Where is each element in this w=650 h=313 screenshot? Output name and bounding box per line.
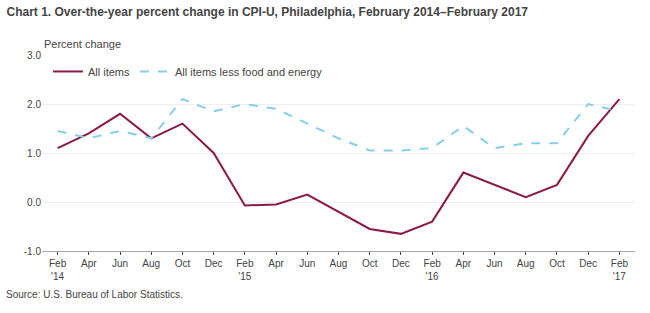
svg-text:Percent change: Percent change: [44, 38, 121, 50]
svg-text:-1.0: -1.0: [24, 246, 42, 257]
svg-text:Apr: Apr: [81, 258, 97, 269]
svg-text:Jun: Jun: [486, 258, 502, 269]
svg-text:Feb'17: Feb'17: [611, 258, 629, 282]
svg-text:Aug: Aug: [142, 258, 160, 269]
svg-text:Oct: Oct: [362, 258, 378, 269]
svg-text:Dec: Dec: [205, 258, 223, 269]
svg-text:0.0: 0.0: [27, 197, 41, 208]
svg-text:Aug: Aug: [330, 258, 348, 269]
svg-text:Apr: Apr: [456, 258, 472, 269]
svg-text:Jun: Jun: [299, 258, 315, 269]
svg-text:All items: All items: [88, 66, 130, 78]
svg-text:Feb'16: Feb'16: [424, 258, 442, 282]
svg-text:All items less food and energy: All items less food and energy: [175, 66, 322, 78]
svg-text:Chart 1. Over-the-year percent: Chart 1. Over-the-year percent change in…: [7, 5, 529, 19]
svg-text:Feb'15: Feb'15: [236, 258, 254, 282]
svg-text:Oct: Oct: [175, 258, 191, 269]
svg-text:Source: U.S. Bureau of Labor S: Source: U.S. Bureau of Labor Statistics.: [6, 289, 183, 300]
svg-text:Oct: Oct: [549, 258, 565, 269]
svg-text:Feb'14: Feb'14: [49, 258, 67, 282]
svg-text:Dec: Dec: [392, 258, 410, 269]
svg-text:3.0: 3.0: [27, 50, 41, 61]
svg-text:Aug: Aug: [517, 258, 535, 269]
svg-text:1.0: 1.0: [27, 148, 41, 159]
svg-text:Dec: Dec: [579, 258, 597, 269]
svg-text:2.0: 2.0: [27, 99, 41, 110]
svg-text:Jun: Jun: [112, 258, 128, 269]
svg-text:Apr: Apr: [268, 258, 284, 269]
